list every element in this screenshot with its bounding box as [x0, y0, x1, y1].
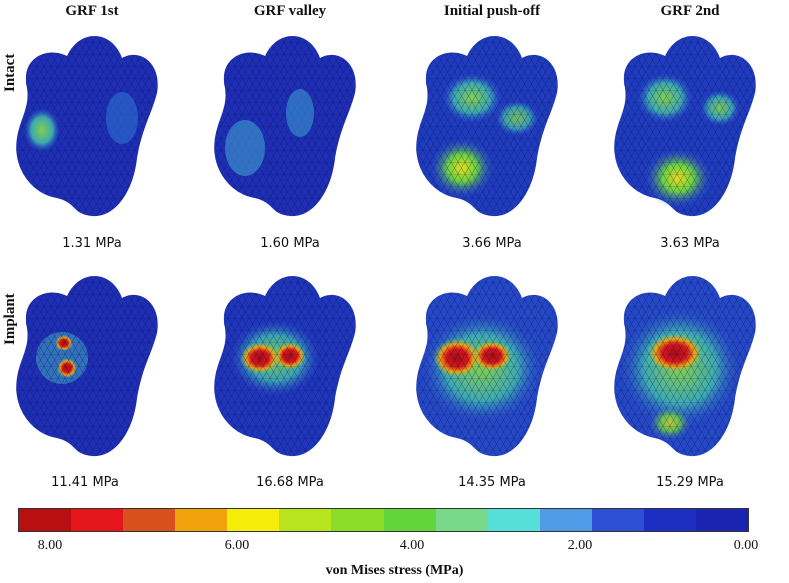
colorbar-tick-4: 4.00: [399, 538, 425, 553]
colorbar-swatch: [227, 509, 280, 531]
bone-model-implant-grf-valley: [200, 258, 380, 468]
colorbar-swatch: [383, 509, 436, 531]
column-title-initial-push-off: Initial push-off: [443, 3, 541, 19]
column-title-grf-valley: GRF valley: [253, 3, 327, 19]
column-title-grf-1st: GRF 1st: [65, 3, 119, 19]
colorbar-swatch: [19, 509, 72, 531]
colorbar-swatch: [123, 509, 176, 531]
bone-model-implant-grf-2nd: [600, 258, 780, 468]
max-stress-implant-grf-valley: 16.68 MPa: [256, 475, 324, 490]
bone-model-implant-initial-push-off: [402, 258, 582, 468]
colorbar-swatch: [435, 509, 488, 531]
colorbar-swatch: [175, 509, 228, 531]
max-stress-implant-initial-push-off: 14.35 MPa: [458, 475, 526, 490]
colorbar-swatch: [696, 509, 749, 531]
colorbar-swatch: [591, 509, 644, 531]
max-stress-intact-grf-2nd: 3.63 MPa: [660, 236, 720, 251]
colorbar-swatch: [279, 509, 332, 531]
bone-model-intact-grf-2nd: [600, 18, 780, 228]
max-stress-implant-grf-1st: 11.41 MPa: [51, 475, 119, 490]
colorbar-tick-0: 0.00: [733, 538, 759, 553]
colorbar-tick-6: 6.00: [224, 538, 250, 553]
bone-model-intact-grf-valley: [200, 18, 380, 228]
colorbar-tick-8: 8.00: [37, 538, 63, 553]
bone-model-implant-grf-1st: [2, 258, 182, 468]
stress-colorbar: [18, 508, 749, 532]
max-stress-intact-grf-valley: 1.60 MPa: [260, 236, 320, 251]
max-stress-intact-grf-1st: 1.31 MPa: [62, 236, 122, 251]
colorbar-swatch: [331, 509, 384, 531]
max-stress-intact-initial-push-off: 3.66 MPa: [462, 236, 522, 251]
colorbar-swatch: [71, 509, 124, 531]
column-title-grf-2nd: GRF 2nd: [660, 3, 720, 19]
max-stress-implant-grf-2nd: 15.29 MPa: [656, 475, 724, 490]
bone-model-intact-initial-push-off: [402, 18, 582, 228]
colorbar-swatch: [539, 509, 592, 531]
colorbar-tick-2: 2.00: [567, 538, 593, 553]
colorbar-title: von Mises stress (MPa): [325, 563, 464, 578]
colorbar-swatch: [643, 509, 697, 531]
colorbar-swatch: [487, 509, 540, 531]
bone-model-intact-grf-1st: [2, 18, 182, 228]
